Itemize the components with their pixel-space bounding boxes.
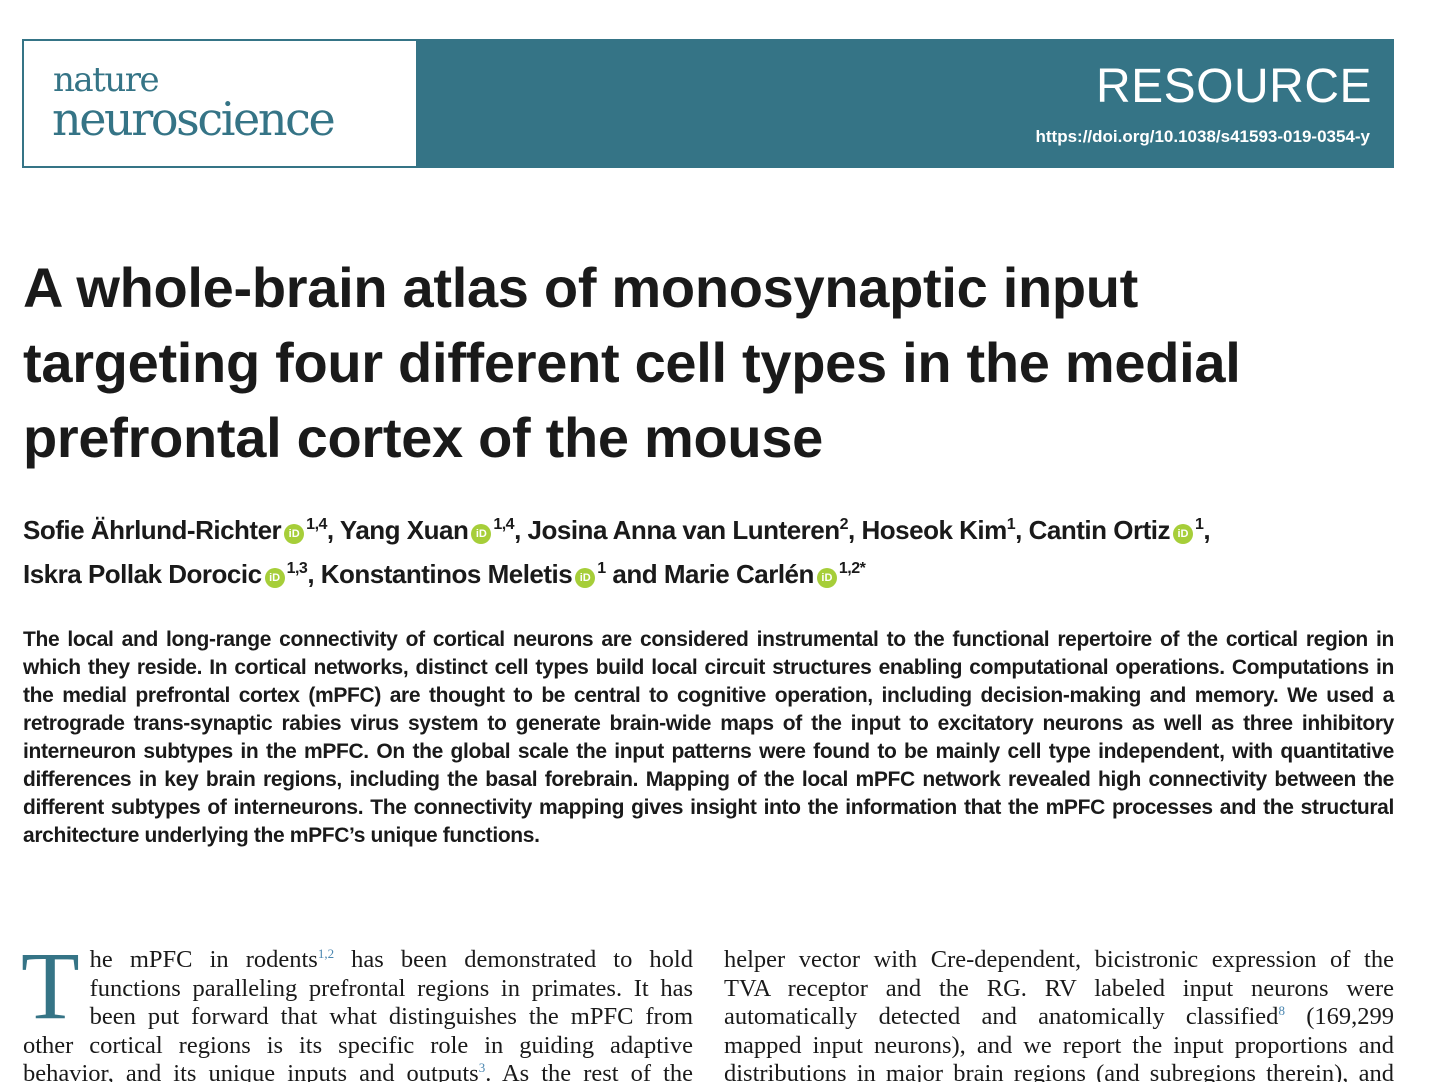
- author-name[interactable]: Hoseok Kim: [861, 515, 1008, 545]
- affiliation-ref[interactable]: 1,2*: [838, 560, 866, 577]
- orcid-icon[interactable]: iD: [264, 568, 285, 588]
- author-name[interactable]: Konstantinos Meletis: [320, 559, 573, 589]
- article-type-label: RESOURCE: [1095, 60, 1372, 113]
- author-name[interactable]: Yang Xuan: [339, 515, 469, 545]
- body-column-right: helper vector with Cre-dependent, bicist…: [724, 946, 1394, 1082]
- body-text: . As the rest of the cortex, the mPFC: [485, 1060, 693, 1082]
- doi-link[interactable]: https://doi.org/10.1038/s41593-019-0354-…: [1035, 127, 1371, 146]
- article-title: A whole-brain atlas of monosynaptic inpu…: [23, 250, 1403, 475]
- abstract: The local and long-range connectivity of…: [23, 628, 1394, 847]
- orcid-icon[interactable]: iD: [1172, 524, 1193, 544]
- author-separator: ,: [307, 559, 321, 589]
- logo-nature: nature: [53, 60, 160, 100]
- author-list: Sofie Ährlund-Richter iD1,4, Yang Xuan iD1…: [23, 508, 1403, 596]
- affiliation-ref[interactable]: 1: [1006, 516, 1016, 533]
- orcid-icon[interactable]: iD: [284, 524, 305, 544]
- reference-link[interactable]: 3: [478, 1060, 486, 1075]
- affiliation-ref[interactable]: 1: [1194, 516, 1204, 533]
- author-name[interactable]: Iskra Pollak Dorocic: [23, 559, 262, 589]
- body-text: (169,299 mapped input neurons), and we r…: [724, 1003, 1394, 1082]
- author-name[interactable]: Josina Anna van Lunteren: [527, 515, 841, 545]
- reference-link[interactable]: 8: [1278, 1003, 1285, 1018]
- orcid-icon[interactable]: iD: [471, 524, 492, 544]
- author-separator: ,: [326, 515, 340, 545]
- affiliation-ref[interactable]: 1: [597, 560, 606, 577]
- drop-cap: T: [21, 932, 80, 1039]
- body-text: has been demonstrated to hold functions …: [23, 946, 693, 1082]
- title-line: A whole-brain atlas of monosynaptic inpu…: [23, 256, 1139, 319]
- journal-masthead: nature neuroscience RESOURCE https://doi…: [22, 39, 1394, 168]
- author-separator: and: [605, 559, 664, 589]
- author-separator: ,: [514, 515, 528, 545]
- reference-link[interactable]: 1,2: [317, 946, 335, 961]
- author-separator: ,: [848, 515, 862, 545]
- title-line: targeting four different cell types in t…: [23, 331, 1241, 394]
- orcid-icon[interactable]: iD: [816, 568, 837, 588]
- logo-neuroscience: neuroscience: [52, 92, 336, 146]
- orcid-icon[interactable]: iD: [575, 568, 596, 588]
- affiliation-ref[interactable]: 1,3: [286, 560, 308, 577]
- author-name[interactable]: Marie Carlén: [663, 559, 815, 589]
- affiliation-ref[interactable]: 1,4: [493, 516, 515, 533]
- body-text: he mPFC in rodents: [89, 946, 318, 973]
- author-name[interactable]: Cantin Ortiz: [1028, 515, 1171, 545]
- title-line: prefrontal cortex of the mouse: [23, 406, 824, 469]
- body-text: helper vector with Cre-dependent, bicist…: [724, 946, 1394, 1030]
- author-name[interactable]: Sofie Ährlund-Richter: [23, 515, 282, 545]
- affiliation-ref[interactable]: 2: [839, 516, 849, 533]
- affiliation-ref[interactable]: 1,4: [306, 516, 327, 533]
- author-separator: ,: [1203, 515, 1211, 545]
- journal-logo[interactable]: nature neuroscience: [24, 41, 416, 166]
- author-separator: ,: [1015, 515, 1029, 545]
